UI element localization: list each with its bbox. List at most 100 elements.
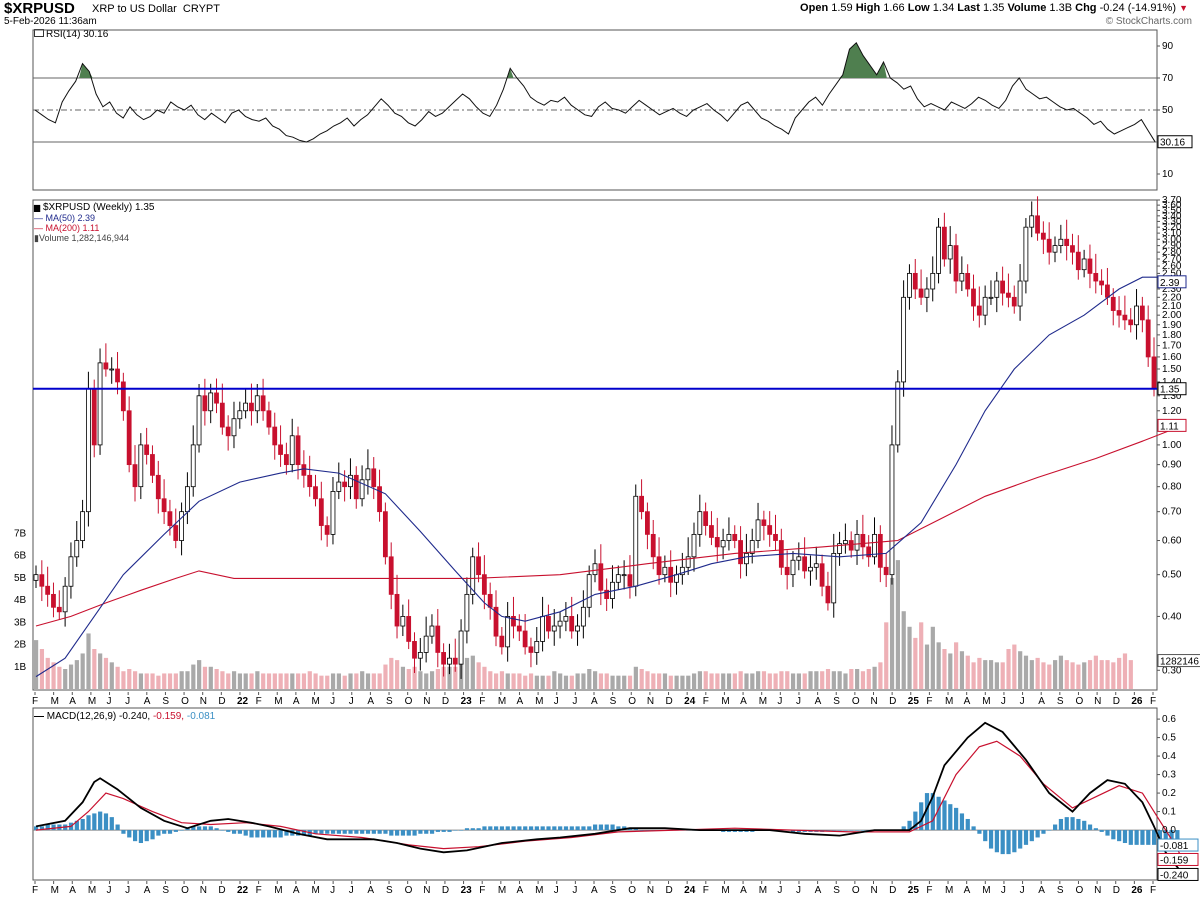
candle-body [1139,305,1145,321]
macd-hist-bar [202,826,208,831]
macd-tick-label: 0.2 [1162,788,1176,799]
candle-body [179,511,184,541]
bottom-month-label: O [405,885,413,896]
candle-body [1128,319,1134,326]
price-tick-label: 0.50 [1162,570,1182,581]
macd-hist-bar [330,830,336,834]
candle-body [272,426,278,446]
volume-bar [470,655,475,689]
macd-hist-bar [633,828,638,831]
macd-hist-bar [482,826,487,831]
macd-last-label: -0.240 [1160,870,1189,881]
macd-tick-label: 0.4 [1162,751,1176,762]
mid-month-label: N [200,696,207,707]
volume-bar [156,675,161,689]
volume-bar [528,673,534,689]
volume-bar [226,673,231,689]
candle-body [586,574,592,608]
candle-body [278,444,283,455]
candle-body [243,402,249,412]
candle-body [802,556,808,572]
candle-body [406,616,412,642]
bottom-month-label: O [628,885,636,896]
bottom-month-label: J [554,885,559,896]
volume-bar [843,673,848,689]
volume-bar [1041,662,1046,689]
volume-bar [1006,649,1011,689]
macd-hist-bar [34,826,39,831]
macd-last-label-box [1157,867,1199,881]
candle-body [860,533,866,548]
volume-tick-label: 2B [14,640,27,651]
candle-body [342,481,348,488]
macd-legend-main: MACD(12,26,9) -0.240, [46,711,151,722]
volume-bar [1064,660,1069,689]
candle-body [971,288,976,307]
candle-body [528,646,534,653]
candle-body [231,418,237,437]
macd-hist-bar [552,826,557,831]
candle-body [62,585,68,613]
price-last-label-box [1157,382,1187,396]
volume-bar [313,673,318,689]
macd-hist-bar [983,830,988,842]
volume-bar [756,671,761,689]
macd-hist-bar [1058,818,1064,831]
open-label: Open [800,2,829,14]
volume-bar [1128,660,1133,689]
candle-body [382,511,388,558]
candle-body [423,635,429,653]
volume-bar [296,673,301,689]
volume-bar [377,673,382,689]
mid-month-label: D [889,696,896,707]
volume-bar [80,653,85,689]
macd-hist-bar [389,830,394,836]
volume-bar [179,671,184,689]
volume-bar [92,649,97,689]
candle-body [703,511,709,526]
volume-bar [138,673,144,689]
candle-body [580,606,586,627]
bottom-month-label: A [367,885,374,896]
price-tick-label: 0.40 [1162,611,1182,622]
volume-bar [336,673,341,689]
price-tick-label: 1.70 [1162,341,1182,352]
candle-body [1151,356,1157,390]
candle-body [668,566,674,583]
chg-value: -0.24 (-14.91%) [1099,2,1177,14]
price-tick-label: 1.20 [1162,406,1182,417]
bottom-month-label: A [740,885,747,896]
macd-hist-bar [237,830,243,834]
bottom-month-label: S [610,885,617,896]
price-tick-label: 3.10 [1162,228,1182,239]
bottom-month-label: N [423,885,430,896]
macd-tick-label: 0.5 [1162,733,1176,744]
low-label: Low [907,2,930,14]
volume-bar [261,673,266,689]
price-tick-label: 3.30 [1162,216,1182,227]
volume-bar [1018,651,1023,689]
volume-bar [726,673,732,689]
bottom-month-label: A [1038,885,1045,896]
mid-month-label: N [423,696,430,707]
volume-bar [855,669,860,689]
mid-month-label: S [610,696,617,707]
macd-hist-bar [901,826,906,831]
candle-body [621,574,627,577]
candle-body [400,616,406,627]
volume-bar [74,660,79,689]
volume-bar [657,673,662,689]
macd-hist-bar [354,830,359,834]
macd-hist-bar [942,800,947,831]
macd-hist-bar [1006,830,1011,855]
mid-month-label: F [479,696,485,707]
candle-body [976,305,982,316]
volume-bar [255,671,260,689]
volume-bar [627,675,633,689]
mid-month-label: F [926,696,932,707]
price-tick-label: 2.60 [1162,261,1182,272]
volume-bar [453,666,458,689]
candle-body [743,553,749,565]
candle-body [679,566,685,576]
volume-bar [1117,657,1122,689]
